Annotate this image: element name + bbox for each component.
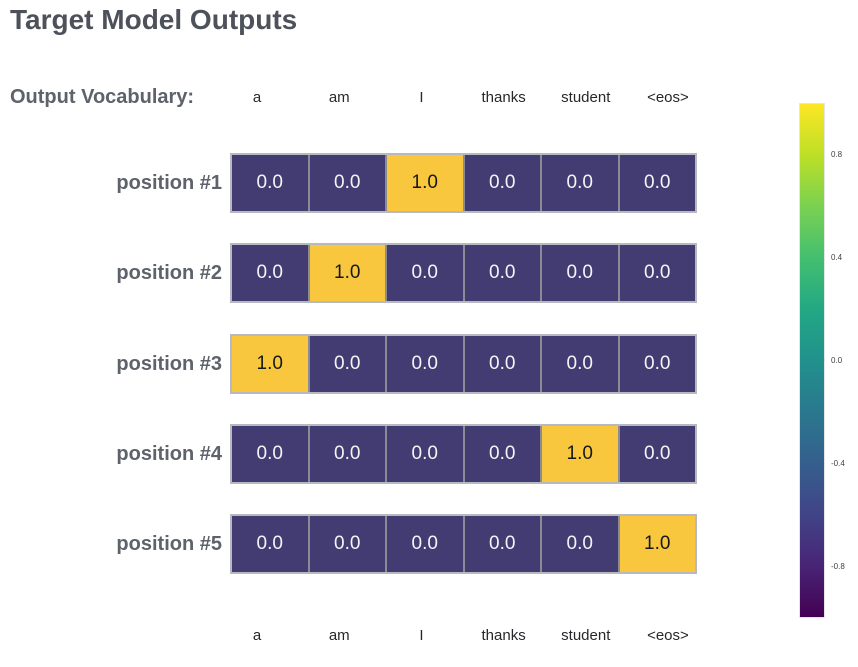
vocab-caption: Output Vocabulary:	[10, 86, 195, 108]
heatmap-row: position #5 0.0 0.0 0.0 0.0 0.0 1.0	[0, 514, 709, 574]
heatmap-cell: 0.0	[462, 516, 540, 572]
colorbar-tick-label: 0.4	[831, 253, 843, 262]
row-label: position #5	[116, 533, 222, 555]
heatmap-cell: 0.0	[462, 155, 540, 211]
vocab-token-label: <eos>	[647, 88, 689, 106]
heatmap-cell: 0.0	[385, 426, 463, 482]
heatmap-cell: 0.0	[617, 336, 695, 392]
row-cells: 0.0 0.0 0.0 0.0 0.0 1.0	[230, 514, 697, 574]
heatmap-cell: 0.0	[540, 336, 618, 392]
colorbar-tick-label: -0.4	[831, 459, 845, 468]
heatmap-cell: 0.0	[540, 516, 618, 572]
heatmap-row: position #3 1.0 0.0 0.0 0.0 0.0 0.0	[0, 334, 709, 394]
row-label: position #4	[116, 443, 222, 465]
vocab-token-label: I	[419, 88, 424, 106]
heatmap-cell: 0.0	[617, 426, 695, 482]
heatmap-cell: 0.0	[462, 336, 540, 392]
vocab-token-label: <eos>	[647, 626, 689, 644]
vocab-token-label: student	[561, 626, 611, 644]
row-label: position #1	[116, 172, 222, 194]
vocab-token-label: a	[252, 626, 262, 644]
heatmap-cell: 0.0	[307, 155, 385, 211]
heatmap-cell: 0.0	[540, 155, 618, 211]
heatmap-cell: 0.0	[540, 245, 618, 301]
heatmap-cell: 0.0	[617, 245, 695, 301]
heatmap-cell: 0.0	[232, 516, 308, 572]
heatmap-cell: 1.0	[307, 245, 385, 301]
row-cells: 0.0 0.0 0.0 0.0 1.0 0.0	[230, 424, 697, 484]
heatmap-row: position #1 0.0 0.0 1.0 0.0 0.0 0.0	[0, 153, 709, 213]
heatmap-cell: 0.0	[385, 516, 463, 572]
row-label: position #3	[116, 353, 222, 375]
colorbar-tick-label: 0.0	[831, 356, 843, 365]
vocab-token-label: thanks	[481, 88, 526, 106]
heatmap-cell: 1.0	[385, 155, 463, 211]
vocab-token-label: am	[328, 88, 350, 106]
heatmap-cell: 0.0	[617, 155, 695, 211]
heatmap-cell: 0.0	[307, 426, 385, 482]
heatmap-cell: 1.0	[617, 516, 695, 572]
row-cells: 1.0 0.0 0.0 0.0 0.0 0.0	[230, 334, 697, 394]
heatmap-cell: 0.0	[232, 155, 308, 211]
page-title: Target Model Outputs	[10, 4, 298, 35]
colorbar-tick-label: 0.8	[831, 150, 843, 159]
heatmap-cell: 1.0	[232, 336, 308, 392]
colorbar	[799, 103, 825, 618]
vocab-token-label: am	[328, 626, 350, 644]
heatmap-cell: 0.0	[385, 245, 463, 301]
heatmap-cell: 0.0	[462, 426, 540, 482]
heatmap-cell: 0.0	[462, 245, 540, 301]
vocab-token-label: I	[419, 626, 424, 644]
heatmap-cell: 0.0	[232, 426, 308, 482]
vocab-token-label: a	[252, 88, 262, 106]
heatmap-cell: 0.0	[307, 516, 385, 572]
colorbar-tick-label: -0.8	[831, 562, 845, 571]
heatmap-cell: 1.0	[540, 426, 618, 482]
heatmap-row: position #4 0.0 0.0 0.0 0.0 1.0 0.0	[0, 424, 709, 484]
heatmap-cell: 0.0	[307, 336, 385, 392]
row-cells: 0.0 0.0 1.0 0.0 0.0 0.0	[230, 153, 697, 213]
heatmap-cell: 0.0	[232, 245, 308, 301]
heatmap-row: position #2 0.0 1.0 0.0 0.0 0.0 0.0	[0, 243, 709, 303]
row-cells: 0.0 1.0 0.0 0.0 0.0 0.0	[230, 243, 697, 303]
heatmap-cell: 0.0	[385, 336, 463, 392]
row-label: position #2	[116, 262, 222, 284]
vocab-token-label: thanks	[481, 626, 526, 644]
vocab-token-label: student	[561, 88, 611, 106]
